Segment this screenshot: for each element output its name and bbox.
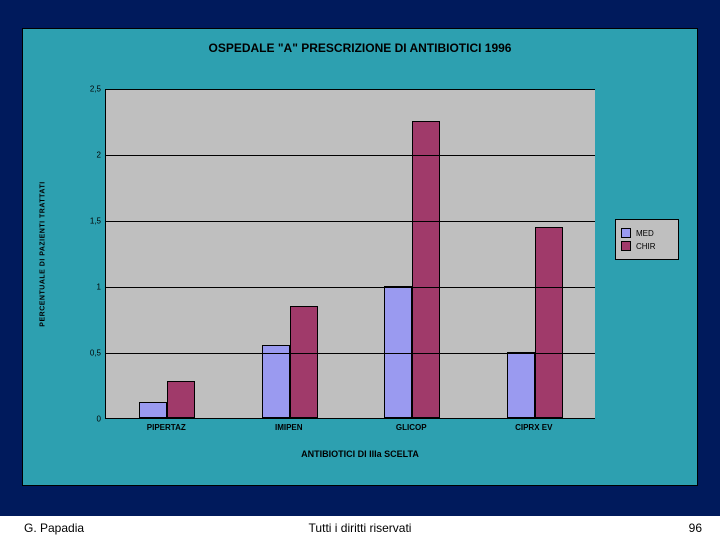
legend-swatch-med: [621, 228, 631, 238]
chart-title: OSPEDALE "A" PRESCRIZIONE DI ANTIBIOTICI…: [23, 41, 697, 55]
legend-item-chir: CHIR: [621, 241, 673, 251]
gridline: [106, 155, 595, 156]
y-axis-label: PERCENTUALE DI PAZIENTI TRATTATI: [40, 181, 47, 326]
legend-item-med: MED: [621, 228, 673, 238]
slide: OSPEDALE "A" PRESCRIZIONE DI ANTIBIOTICI…: [0, 0, 720, 540]
bar: [412, 121, 440, 418]
footer: G. Papadia Tutti i diritti riservati 96: [0, 516, 720, 540]
bar: [290, 306, 318, 418]
plot-area: [105, 89, 595, 419]
legend-label-chir: CHIR: [636, 242, 656, 251]
gridline: [106, 287, 595, 288]
legend: MED CHIR: [615, 219, 679, 260]
bar: [262, 345, 290, 418]
y-tick-label: 1: [61, 283, 101, 292]
bar: [507, 352, 535, 418]
footer-page-number: 96: [689, 521, 702, 535]
x-tick-label: PIPERTAZ: [147, 423, 186, 432]
bar: [167, 381, 195, 418]
y-tick-label: 0,5: [61, 349, 101, 358]
x-tick-label: CIPRX EV: [515, 423, 552, 432]
y-tick-label: 2: [61, 151, 101, 160]
y-tick-label: 0: [61, 415, 101, 424]
y-tick-label: 2,5: [61, 85, 101, 94]
y-tick-label: 1,5: [61, 217, 101, 226]
x-axis-label: ANTIBIOTICI DI IIIa SCELTA: [23, 449, 697, 459]
footer-author: G. Papadia: [24, 521, 84, 535]
gridline: [106, 353, 595, 354]
bars-container: [106, 89, 595, 418]
gridline: [106, 221, 595, 222]
legend-label-med: MED: [636, 229, 654, 238]
bar: [139, 402, 167, 418]
bar: [384, 286, 412, 418]
footer-rights: Tutti i diritti riservati: [0, 521, 720, 535]
gridline: [106, 89, 595, 90]
bar: [535, 227, 563, 418]
legend-swatch-chir: [621, 241, 631, 251]
chart-panel: OSPEDALE "A" PRESCRIZIONE DI ANTIBIOTICI…: [22, 28, 698, 486]
x-tick-label: IMIPEN: [275, 423, 303, 432]
x-tick-label: GLICOP: [396, 423, 427, 432]
